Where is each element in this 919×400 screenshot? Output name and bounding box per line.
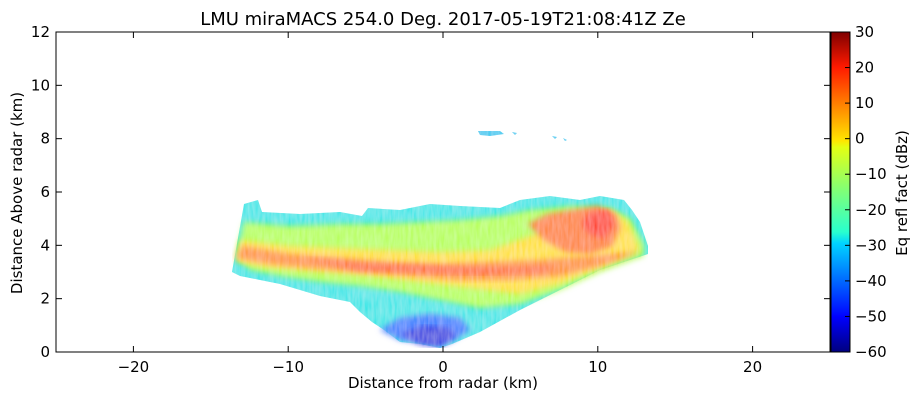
colorbar-tick-label: −50 xyxy=(855,307,887,325)
echo-convective-core xyxy=(582,210,614,238)
echo-high-fragment-3 xyxy=(563,138,567,141)
y-axis-label: Distance Above radar (km) xyxy=(8,92,26,294)
x-axis-label: Distance from radar (km) xyxy=(348,374,538,392)
y-tick-label: 8 xyxy=(40,130,50,148)
colorbar-tick-label: 20 xyxy=(855,59,874,77)
colorbar-tick-label: −10 xyxy=(855,165,887,183)
reflectivity-field xyxy=(232,131,648,348)
x-tick-label: 20 xyxy=(743,358,762,376)
x-tick-label: −20 xyxy=(118,358,150,376)
colorbar-tick-label: −60 xyxy=(855,343,887,361)
colorbar-label: Eq refl fact (dBz) xyxy=(893,130,911,256)
colorbar-tick-label: −20 xyxy=(855,201,887,219)
echo-high-fragment-2 xyxy=(552,136,557,139)
echo-high-fragment-1 xyxy=(512,132,517,135)
x-tick-label: 10 xyxy=(588,358,607,376)
x-axis: −20 −10 0 10 20 xyxy=(118,32,762,376)
colorbar xyxy=(830,31,851,353)
chart-title: LMU miraMACS 254.0 Deg. 2017-05-19T21:08… xyxy=(200,9,686,30)
colorbar-tick-label: 10 xyxy=(855,94,874,112)
echo-core-inner xyxy=(300,258,560,274)
y-tick-label: 12 xyxy=(31,23,50,41)
y-tick-label: 2 xyxy=(40,290,50,308)
y-tick-label: 0 xyxy=(40,343,50,361)
x-tick-label: 0 xyxy=(438,358,448,376)
y-tick-label: 10 xyxy=(31,76,50,94)
colorbar-tick-label: 0 xyxy=(855,130,865,148)
y-tick-label: 4 xyxy=(40,236,50,254)
colorbar-ticks: 30 20 10 0 −10 −20 −30 −40 −50 −60 xyxy=(845,23,887,361)
colorbar-tick-label: 30 xyxy=(855,23,874,41)
y-axis: 0 2 4 6 8 10 12 xyxy=(31,23,830,361)
echo-high-cloud xyxy=(478,131,504,136)
y-tick-label: 6 xyxy=(40,183,50,201)
echo-low-weakest xyxy=(400,326,456,346)
colorbar-tick-label: −30 xyxy=(855,236,887,254)
x-tick-label: −10 xyxy=(272,358,304,376)
colorbar-tick-label: −40 xyxy=(855,272,887,290)
